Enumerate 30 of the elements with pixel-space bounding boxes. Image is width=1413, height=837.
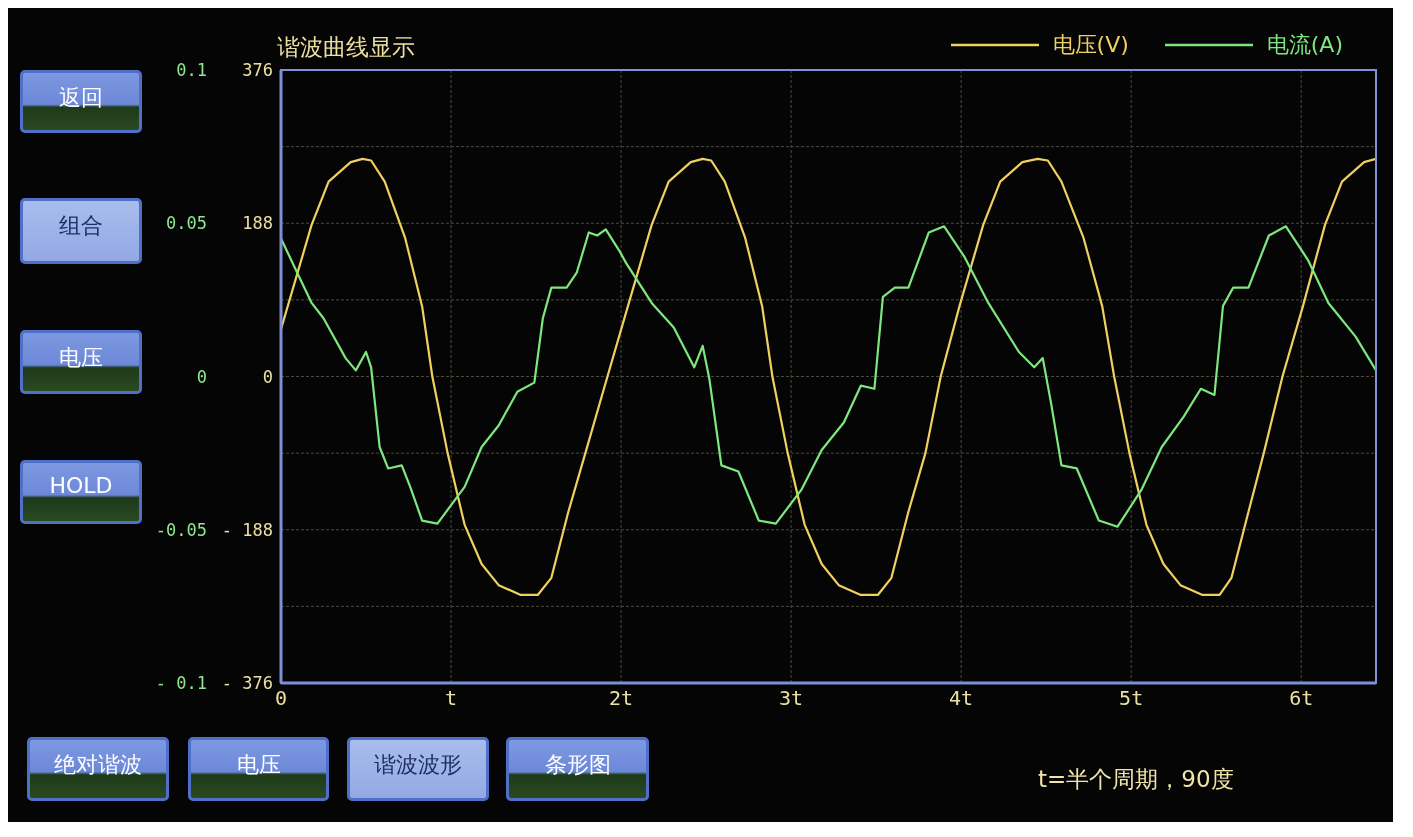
y-tick-label: 376	[242, 60, 273, 81]
y2-tick-label: - 0.1	[155, 673, 207, 694]
y-tick-label: 0	[262, 366, 273, 387]
text: 电压	[188, 737, 329, 801]
legend-label: 电流(A)	[1266, 31, 1343, 59]
line-series	[281, 225, 1376, 528]
y2-tick-label: 0.05	[166, 213, 207, 234]
chart-title: 谐波曲线显示	[277, 33, 415, 62]
x-tick-label: 5t	[1119, 686, 1144, 711]
y2-tick-label: -0.05	[155, 519, 207, 540]
x-tick-label: 3t	[779, 686, 804, 711]
text: 电压	[20, 330, 142, 394]
x-tick-label: t	[445, 686, 458, 711]
x-tick-label: 2t	[609, 686, 634, 711]
y2-tick-label: 0	[196, 366, 207, 387]
text: 谐波波形	[347, 737, 489, 801]
y-tick-label: 188	[242, 213, 273, 234]
line-series	[281, 157, 1376, 597]
text: 绝对谐波	[27, 737, 169, 801]
x-tick-label: 6t	[1289, 686, 1314, 711]
y2-tick-label: 0.1	[176, 60, 207, 81]
text: 返回	[20, 70, 142, 133]
x-tick-label: 4t	[949, 686, 974, 711]
text: HOLD	[20, 460, 142, 524]
text: t=半个周期，90度	[1038, 765, 1234, 794]
y-tick-label: - 376	[221, 673, 273, 694]
y-tick-label: - 188	[221, 519, 273, 540]
legend-label: 电压(V)	[1052, 31, 1129, 59]
text: 条形图	[506, 737, 649, 801]
text: 组合	[20, 198, 142, 264]
